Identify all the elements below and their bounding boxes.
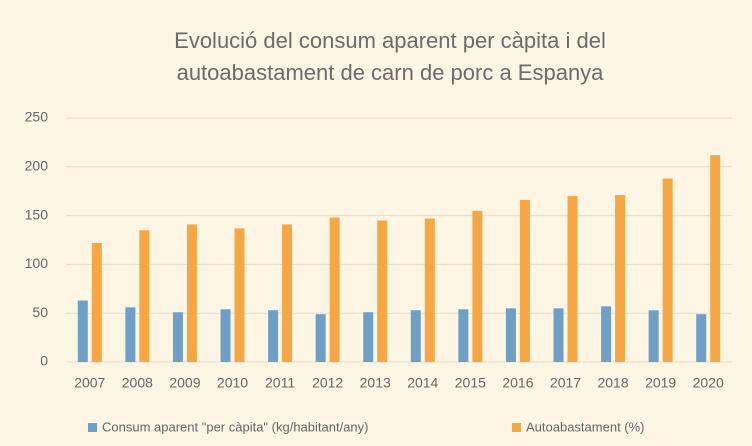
x-tick-label: 2014 bbox=[407, 375, 438, 391]
chart-title: Evolució del consum aparent per càpita i… bbox=[174, 28, 606, 53]
bar bbox=[77, 300, 88, 362]
bar bbox=[282, 224, 293, 362]
bar bbox=[519, 199, 530, 362]
bar bbox=[710, 155, 721, 362]
y-tick-label: 50 bbox=[32, 304, 48, 320]
bar bbox=[662, 178, 673, 362]
bar bbox=[139, 230, 150, 362]
bar bbox=[377, 220, 388, 362]
legend-swatch bbox=[88, 423, 97, 432]
bar bbox=[458, 309, 469, 362]
bar bbox=[615, 195, 626, 362]
y-tick-label: 100 bbox=[25, 255, 49, 271]
y-tick-label: 200 bbox=[25, 158, 49, 174]
x-tick-label: 2017 bbox=[550, 375, 581, 391]
x-tick-label: 2015 bbox=[455, 375, 486, 391]
y-tick-label: 0 bbox=[40, 353, 48, 369]
bar bbox=[567, 196, 578, 362]
x-tick-label: 2019 bbox=[645, 375, 676, 391]
bar bbox=[472, 210, 483, 362]
chart-title: autoabastament de carn de porc a Espanya bbox=[177, 60, 605, 85]
legend-label: Consum aparent "per càpita" (kg/habitant… bbox=[102, 419, 369, 434]
y-tick-label: 150 bbox=[25, 206, 49, 222]
bar bbox=[172, 312, 183, 362]
x-tick-label: 2010 bbox=[217, 375, 248, 391]
bar bbox=[648, 310, 659, 362]
x-tick-label: 2013 bbox=[360, 375, 391, 391]
legend-swatch bbox=[512, 423, 521, 432]
bar bbox=[329, 217, 340, 362]
x-tick-label: 2012 bbox=[312, 375, 343, 391]
bar bbox=[696, 314, 707, 362]
x-tick-label: 2016 bbox=[502, 375, 533, 391]
bar bbox=[315, 314, 326, 362]
legend-label: Autoabastament (%) bbox=[526, 419, 645, 434]
x-tick-label: 2009 bbox=[169, 375, 200, 391]
bar bbox=[220, 309, 231, 362]
bar bbox=[424, 218, 435, 362]
bar bbox=[268, 310, 279, 362]
bar bbox=[601, 306, 612, 362]
bar bbox=[125, 307, 136, 362]
bar bbox=[363, 312, 374, 362]
bar bbox=[505, 308, 516, 362]
x-tick-label: 2018 bbox=[597, 375, 628, 391]
x-tick-label: 2020 bbox=[693, 375, 724, 391]
x-tick-label: 2007 bbox=[74, 375, 105, 391]
x-tick-label: 2011 bbox=[265, 375, 295, 391]
bar bbox=[553, 308, 564, 362]
bar bbox=[410, 310, 421, 362]
bar bbox=[186, 224, 197, 362]
y-tick-label: 250 bbox=[25, 109, 49, 125]
bar bbox=[234, 228, 245, 362]
bar bbox=[91, 242, 102, 362]
x-tick-label: 2008 bbox=[122, 375, 153, 391]
